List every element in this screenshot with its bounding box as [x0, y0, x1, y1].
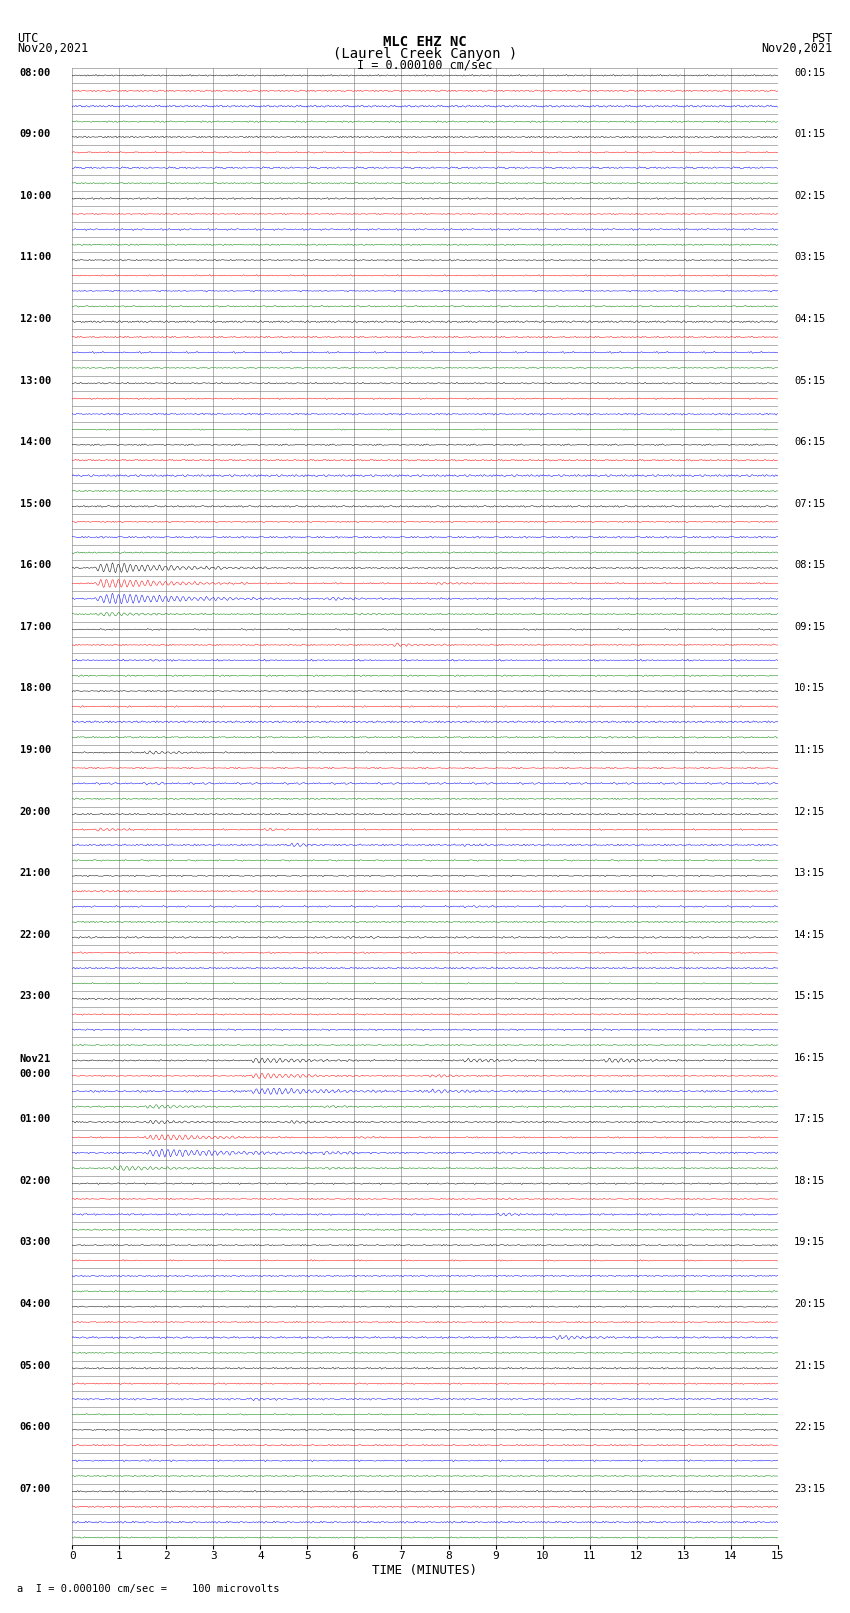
Text: 09:00: 09:00 [20, 129, 51, 139]
Text: 20:00: 20:00 [20, 806, 51, 816]
Text: 20:15: 20:15 [794, 1298, 825, 1310]
Text: 01:00: 01:00 [20, 1115, 51, 1124]
Text: 21:15: 21:15 [794, 1361, 825, 1371]
Text: 12:00: 12:00 [20, 315, 51, 324]
Text: 18:15: 18:15 [794, 1176, 825, 1186]
Text: 16:00: 16:00 [20, 560, 51, 571]
Text: 03:15: 03:15 [794, 253, 825, 263]
Text: Nov20,2021: Nov20,2021 [17, 42, 88, 55]
Text: 19:00: 19:00 [20, 745, 51, 755]
Text: 10:00: 10:00 [20, 190, 51, 202]
Text: 09:15: 09:15 [794, 623, 825, 632]
Text: 23:00: 23:00 [20, 990, 51, 1002]
Text: 07:00: 07:00 [20, 1484, 51, 1494]
Text: 13:15: 13:15 [794, 868, 825, 877]
Text: 00:00: 00:00 [20, 1069, 51, 1079]
Text: a  I = 0.000100 cm/sec =    100 microvolts: a I = 0.000100 cm/sec = 100 microvolts [17, 1584, 280, 1594]
Text: 19:15: 19:15 [794, 1237, 825, 1247]
Text: 02:00: 02:00 [20, 1176, 51, 1186]
Text: Nov20,2021: Nov20,2021 [762, 42, 833, 55]
Text: 07:15: 07:15 [794, 498, 825, 508]
Text: UTC: UTC [17, 32, 38, 45]
Text: PST: PST [812, 32, 833, 45]
Text: 06:00: 06:00 [20, 1423, 51, 1432]
Text: 14:15: 14:15 [794, 929, 825, 940]
Text: (Laurel Creek Canyon ): (Laurel Creek Canyon ) [333, 47, 517, 61]
Text: 13:00: 13:00 [20, 376, 51, 386]
Text: MLC EHZ NC: MLC EHZ NC [383, 35, 467, 50]
Text: 06:15: 06:15 [794, 437, 825, 447]
Text: 04:15: 04:15 [794, 315, 825, 324]
Text: 11:15: 11:15 [794, 745, 825, 755]
Text: 08:00: 08:00 [20, 68, 51, 77]
Text: 04:00: 04:00 [20, 1298, 51, 1310]
Text: 12:15: 12:15 [794, 806, 825, 816]
Text: Nov21: Nov21 [20, 1053, 51, 1063]
Text: 15:15: 15:15 [794, 990, 825, 1002]
Text: 05:15: 05:15 [794, 376, 825, 386]
Text: 00:15: 00:15 [794, 68, 825, 77]
Text: 17:00: 17:00 [20, 623, 51, 632]
Text: 22:00: 22:00 [20, 929, 51, 940]
Text: 02:15: 02:15 [794, 190, 825, 202]
Text: 11:00: 11:00 [20, 253, 51, 263]
Text: 17:15: 17:15 [794, 1115, 825, 1124]
Text: 05:00: 05:00 [20, 1361, 51, 1371]
Text: 15:00: 15:00 [20, 498, 51, 508]
Text: 10:15: 10:15 [794, 684, 825, 694]
Text: 16:15: 16:15 [794, 1053, 825, 1063]
Text: 18:00: 18:00 [20, 684, 51, 694]
Text: 22:15: 22:15 [794, 1423, 825, 1432]
Text: 08:15: 08:15 [794, 560, 825, 571]
Text: 01:15: 01:15 [794, 129, 825, 139]
Text: 23:15: 23:15 [794, 1484, 825, 1494]
X-axis label: TIME (MINUTES): TIME (MINUTES) [372, 1563, 478, 1576]
Text: I = 0.000100 cm/sec: I = 0.000100 cm/sec [357, 58, 493, 71]
Text: 14:00: 14:00 [20, 437, 51, 447]
Text: 21:00: 21:00 [20, 868, 51, 877]
Text: 03:00: 03:00 [20, 1237, 51, 1247]
